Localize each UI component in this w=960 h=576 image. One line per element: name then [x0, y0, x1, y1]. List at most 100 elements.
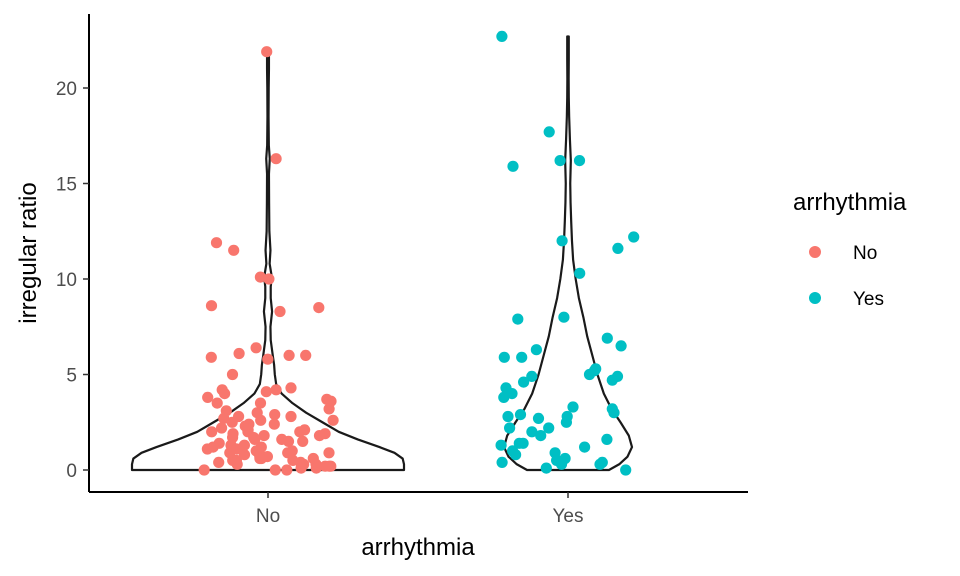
point-yes [612, 242, 624, 254]
legend-key-no [809, 246, 821, 258]
point-no [205, 351, 217, 363]
point-yes [502, 410, 514, 423]
point-no [283, 349, 295, 361]
point-yes [498, 391, 510, 403]
axes [88, 14, 748, 493]
point-no [226, 416, 238, 428]
point-yes [608, 407, 620, 419]
point-no [255, 414, 267, 426]
x-tick-label: Yes [553, 506, 584, 527]
point-no [262, 353, 274, 365]
point-yes [567, 401, 579, 413]
point-no [297, 435, 309, 447]
point-no [219, 388, 231, 400]
point-no [261, 46, 273, 58]
x-axis-title: arrhythmia [361, 534, 475, 561]
point-no [211, 397, 223, 409]
point-no [216, 422, 228, 434]
point-no [206, 426, 218, 438]
point-yes [615, 340, 627, 352]
point-yes [504, 422, 516, 434]
point-yes [560, 416, 573, 428]
point-yes [514, 409, 527, 421]
point-no [323, 447, 335, 459]
point-yes [526, 426, 538, 438]
y-tick-label: 0 [66, 461, 77, 482]
point-no [254, 397, 267, 409]
violin-layer [130, 35, 634, 472]
point-yes [558, 311, 570, 323]
legend-label-yes: Yes [853, 289, 884, 310]
point-yes [532, 412, 545, 424]
point-yes [512, 313, 524, 325]
point-no [327, 414, 339, 426]
point-yes [507, 160, 519, 172]
point-no [285, 382, 297, 394]
point-no [285, 410, 297, 423]
point-no [294, 426, 306, 438]
point-no [269, 464, 281, 476]
point-yes [496, 456, 508, 468]
point-no [274, 305, 286, 318]
point-no [313, 302, 325, 314]
legend-key-yes [809, 292, 821, 304]
point-no [254, 271, 266, 283]
point-yes [540, 462, 552, 474]
point-no [226, 368, 239, 381]
point-yes [601, 332, 613, 344]
point-no [323, 460, 335, 472]
point-yes [606, 374, 618, 386]
point-no [263, 273, 275, 285]
legend-entries: No Yes [809, 243, 884, 310]
point-yes [496, 30, 508, 42]
y-axis-title: irregular ratio [15, 182, 42, 323]
point-no [243, 418, 255, 430]
point-yes [556, 235, 568, 247]
point-no [228, 244, 240, 256]
point-no [210, 237, 223, 249]
point-yes [601, 433, 613, 445]
point-no [300, 349, 312, 361]
point-yes [583, 368, 596, 381]
y-tick-label: 5 [66, 366, 77, 387]
point-yes [526, 370, 538, 382]
point-no [258, 430, 270, 442]
point-yes [498, 351, 510, 363]
point-yes [573, 155, 586, 167]
point-no [270, 384, 282, 396]
point-yes [517, 437, 529, 449]
point-yes [555, 458, 568, 470]
point-no [295, 462, 307, 474]
point-no [287, 454, 299, 466]
y-tick-label: 20 [56, 79, 77, 100]
point-no [233, 347, 245, 360]
point-no [198, 464, 210, 476]
point-yes [574, 267, 586, 279]
point-no [313, 430, 326, 442]
point-yes [579, 441, 591, 453]
point-no [238, 449, 251, 461]
point-yes [620, 464, 632, 476]
point-no [281, 464, 293, 476]
point-yes [516, 351, 528, 363]
legend: arrhythmia No Yes [793, 189, 907, 310]
point-no [218, 412, 230, 424]
point-no [248, 431, 260, 444]
point-no [282, 435, 295, 447]
point-yes [554, 155, 566, 167]
point-no [231, 458, 243, 470]
y-tick-label: 10 [56, 270, 77, 291]
point-no [231, 443, 243, 455]
point-no [254, 452, 266, 465]
point-no [270, 153, 282, 165]
violin-no [130, 50, 406, 472]
point-yes [594, 458, 606, 470]
point-layer [198, 30, 640, 476]
x-ticks: No Yes [256, 492, 584, 527]
point-no [202, 391, 214, 403]
point-no [323, 403, 335, 415]
point-no [201, 443, 213, 455]
point-yes [518, 376, 530, 388]
point-yes [535, 430, 547, 442]
